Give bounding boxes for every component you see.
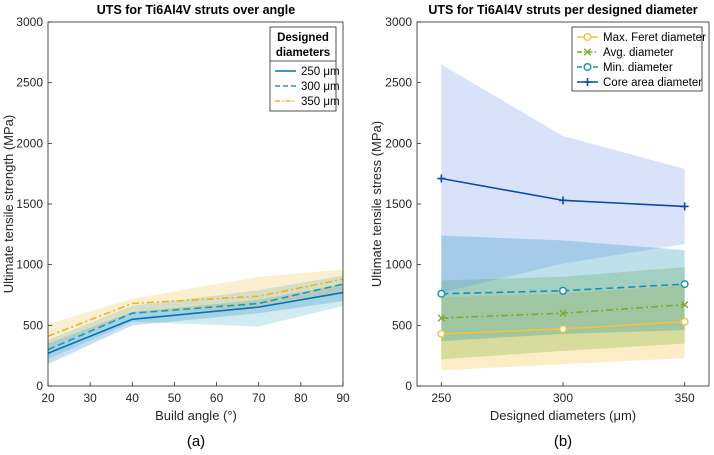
chart-a-x-ticks: 20 30 40 50 60 70 80 90 <box>41 382 350 405</box>
legend-label-3: Min. diameter <box>603 62 673 74</box>
y-tick-label: 500 <box>392 318 412 332</box>
legend-label-4: Core area diameter <box>603 77 702 89</box>
data-point-1 <box>437 329 446 338</box>
y-tick-label: 0 <box>405 379 412 393</box>
y-tick-label: 3000 <box>16 15 43 29</box>
data-point-2 <box>437 314 446 322</box>
chart-b-lines <box>437 174 689 338</box>
data-point-4 <box>680 202 689 211</box>
data-point-2 <box>559 309 567 317</box>
data-point-4 <box>437 174 446 183</box>
chart-b-xlabel: Designed diameters (μm) <box>490 408 636 423</box>
x-tick-label: 40 <box>126 391 140 405</box>
x-tick-label: 80 <box>294 391 308 405</box>
chart-b-y-ticks: 0 500 1000 1500 2000 2500 3000 <box>385 15 421 393</box>
legend-label-1: Max. Feret diameter <box>603 32 706 44</box>
data-point-4 <box>559 196 567 205</box>
legend-label-2: 300 μm <box>301 81 340 93</box>
data-point-2 <box>680 301 689 309</box>
subplot-label-a: (a) <box>187 433 205 450</box>
data-point-3 <box>559 286 568 295</box>
chart-a-legend-title-line1: Designed <box>277 32 329 44</box>
data-point-1 <box>559 324 568 333</box>
x-tick-label: 70 <box>252 391 266 405</box>
legend-marker-3 <box>583 63 592 72</box>
chart-a-legend-entries: 250 μm 300 μm 350 μm <box>275 66 340 108</box>
legend-label-3: 350 μm <box>301 96 340 108</box>
y-tick-label: 1500 <box>16 197 43 211</box>
y-tick-label: 1500 <box>385 197 412 211</box>
legend-label-2: Avg. diameter <box>603 47 674 59</box>
chart-a-lines <box>47 278 344 354</box>
y-tick-label: 500 <box>23 318 43 332</box>
x-tick-label: 350 <box>675 391 695 405</box>
series-line-2 <box>47 283 344 351</box>
chart-a-y-ticks: 0 500 1000 1500 2000 2500 3000 <box>16 15 52 393</box>
band-4 <box>441 64 685 293</box>
legend-label-1: 250 μm <box>301 66 340 78</box>
series-line-1 <box>47 291 344 354</box>
legend-marker-2 <box>583 48 592 56</box>
chart-a-bands <box>48 269 343 365</box>
chart-b-legend-entries: Max. Feret diameter Avg. diameter Min. dia… <box>577 32 706 89</box>
legend-marker-1 <box>583 33 592 42</box>
y-tick-label: 2000 <box>385 136 412 150</box>
y-tick-label: 1000 <box>385 258 412 272</box>
band-1 <box>48 284 343 365</box>
chart-a-legend-box <box>269 26 337 112</box>
chart-a-legend: Designed diameters 250 μm 300 μm 350 μm <box>269 26 340 112</box>
chart-b-legend: Max. Feret diameter Avg. diameter Min. dia… <box>571 26 706 92</box>
x-tick-label: 60 <box>210 391 224 405</box>
chart-a-ylabel: Ultimate tensile strength (MPa) <box>1 115 16 293</box>
subplot-label-b: (b) <box>554 433 572 450</box>
data-point-3 <box>680 280 689 289</box>
series-line-3 <box>47 278 344 337</box>
chart-a-legend-title-line2: diameters <box>276 47 330 59</box>
y-tick-label: 2500 <box>385 76 412 90</box>
y-tick-label: 2000 <box>16 136 43 150</box>
band-2 <box>48 275 343 360</box>
chart-a-title: UTS for Ti6Al4V struts over angle <box>97 3 295 17</box>
x-tick-label: 250 <box>431 391 451 405</box>
y-tick-label: 3000 <box>385 15 412 29</box>
chart-b-x-ticks: 250 300 350 <box>431 382 695 405</box>
x-tick-label: 50 <box>168 391 182 405</box>
y-tick-label: 0 <box>36 379 43 393</box>
data-point-3 <box>437 289 446 298</box>
chart-b-ylabel: Ultimate tensile stress (MPa) <box>369 121 384 287</box>
legend-marker-4 <box>583 78 592 86</box>
y-tick-label: 2500 <box>16 76 43 90</box>
x-tick-label: 300 <box>553 391 573 405</box>
data-point-1 <box>680 317 689 326</box>
chart-b-title: UTS for Ti6Al4V struts per designed diam… <box>428 3 697 17</box>
x-tick-label: 90 <box>336 391 350 405</box>
panel-b: UTS for Ti6Al4V struts per designed diam… <box>369 3 710 450</box>
y-tick-label: 1000 <box>16 258 43 272</box>
panel-a: UTS for Ti6Al4V struts over angle 20 30 40… <box>1 3 350 450</box>
x-tick-label: 30 <box>83 391 97 405</box>
x-tick-label: 20 <box>41 391 55 405</box>
chart-a-xlabel: Build angle (°) <box>155 408 237 423</box>
